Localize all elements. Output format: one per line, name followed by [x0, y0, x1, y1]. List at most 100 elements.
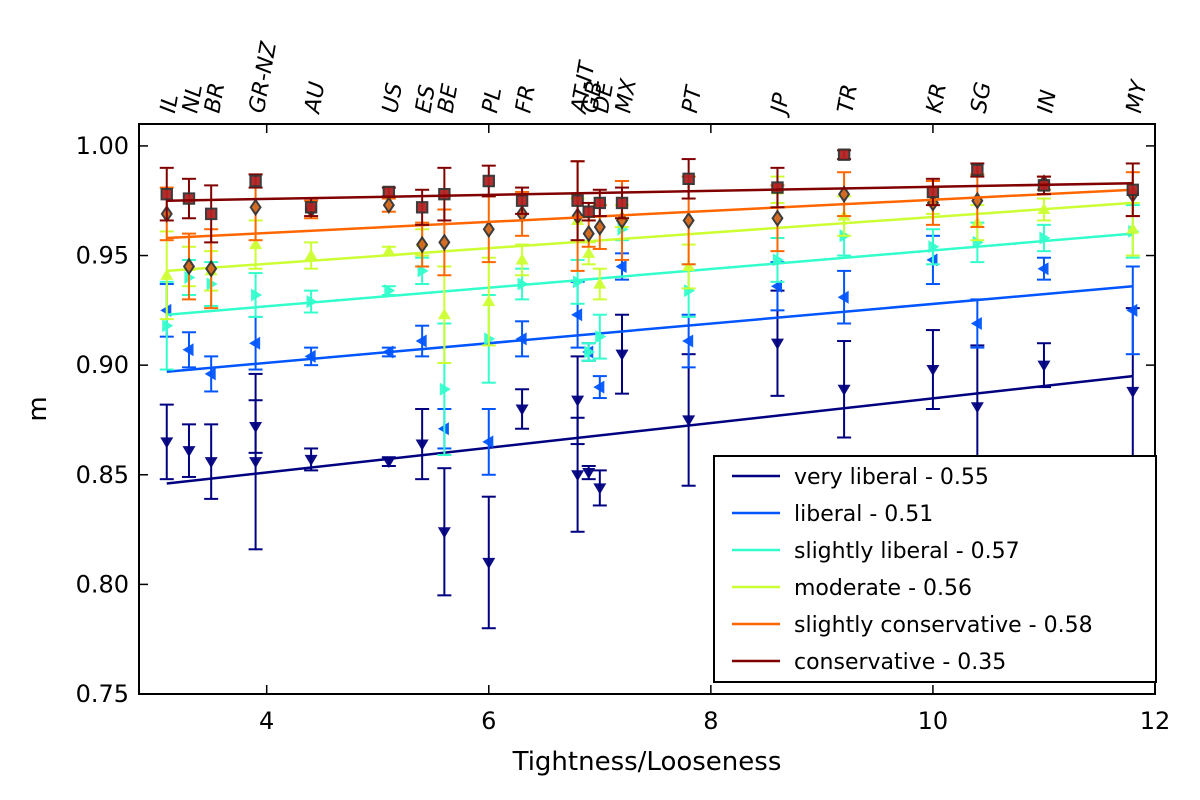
data-point [249, 336, 261, 350]
top-axis-label: NL [178, 82, 208, 115]
y-tick-label: 0.75 [76, 680, 129, 708]
fit-line [166, 201, 1133, 273]
data-point [249, 174, 262, 188]
data-point [682, 172, 695, 186]
data-point [438, 187, 451, 201]
legend-entry-label: moderate - 0.56 [794, 576, 972, 601]
data-point [437, 308, 451, 320]
top-axis-label: US [378, 81, 408, 115]
legend-entry-label: slightly liberal - 0.57 [794, 539, 1020, 564]
data-point [838, 185, 851, 204]
data-point [304, 201, 318, 214]
data-point [482, 174, 495, 188]
data-point [249, 457, 263, 469]
fit-line [166, 374, 1133, 485]
data-point [682, 334, 694, 348]
data-point [515, 332, 527, 346]
top-axis-label: BR [200, 81, 230, 115]
data-point [439, 382, 451, 396]
data-point [1126, 222, 1140, 234]
series-4 [159, 160, 1140, 310]
top-axis-label: GB [578, 79, 608, 115]
data-point [582, 246, 596, 258]
y-axis-label: m [23, 396, 53, 421]
data-point [1037, 262, 1049, 276]
data-point [515, 194, 529, 207]
x-tick-label: 10 [918, 707, 949, 735]
top-axis-label: BE [434, 82, 464, 115]
plot-frame [138, 123, 1156, 695]
data-point [384, 284, 396, 298]
data-point [595, 330, 607, 344]
data-point [204, 367, 216, 381]
top-axis-label: SG [967, 80, 997, 115]
data-point [160, 268, 174, 280]
data-point [1037, 360, 1051, 372]
data-point [837, 148, 851, 161]
top-axis-label: ES [411, 83, 440, 115]
data-point [582, 468, 596, 480]
data-point [926, 364, 940, 377]
fit-line [166, 232, 1133, 316]
data-point [304, 249, 318, 261]
data-point [438, 233, 451, 252]
x-tick-label: 12 [1140, 707, 1171, 735]
top-axis-label: KR [922, 81, 952, 115]
data-point [682, 211, 695, 230]
top-axis-label: PL [478, 86, 507, 115]
data-point [593, 218, 606, 236]
x-tick-label: 8 [703, 707, 718, 735]
data-point [415, 439, 429, 451]
data-point [482, 295, 496, 307]
fit-line [166, 188, 1133, 240]
top-axis-label: AU [300, 80, 330, 117]
legend: very liberal - 0.55 liberal - 0.51 slightl… [713, 455, 1157, 683]
data-point [593, 196, 607, 210]
data-point [182, 343, 194, 357]
y-tick-label: 0.95 [76, 242, 129, 270]
data-point [1126, 386, 1140, 398]
data-point [615, 196, 629, 210]
data-point [1126, 183, 1139, 196]
data-point [684, 284, 696, 298]
data-point [416, 235, 429, 254]
top-axis-label: IN [1033, 88, 1062, 115]
y-tick-label: 0.90 [76, 351, 129, 379]
data-point [160, 187, 173, 201]
data-point [837, 290, 849, 304]
top-axis-label: GR-NZ [245, 39, 282, 115]
legend-entry-label: liberal - 0.51 [794, 502, 933, 527]
top-axis-label: PT [678, 83, 708, 115]
y-tick-label: 0.80 [76, 570, 129, 598]
x-tick-label: 6 [481, 707, 496, 735]
data-point [771, 209, 784, 228]
data-point [837, 384, 851, 396]
data-point [615, 349, 629, 361]
data-point [417, 264, 429, 278]
y-tick-label: 1.00 [76, 132, 129, 160]
data-point [593, 277, 607, 289]
data-point [382, 196, 395, 215]
data-point [515, 253, 529, 265]
data-point [771, 181, 784, 194]
data-point [770, 279, 783, 293]
top-axis-label: DE [589, 80, 619, 115]
data-point [971, 163, 984, 177]
data-point [482, 435, 494, 449]
top-axis-label: MX [611, 76, 642, 115]
data-point [970, 402, 984, 414]
data-point [304, 454, 318, 466]
top-axis-label: IL [156, 92, 184, 115]
x-axis-label: Tightness/Looseness [512, 747, 782, 777]
data-point [182, 446, 196, 458]
data-point [682, 260, 696, 272]
data-point [682, 415, 696, 427]
data-point [515, 404, 529, 416]
data-point [1126, 303, 1138, 317]
data-point [437, 527, 451, 539]
data-point [482, 557, 496, 569]
data-point [571, 395, 585, 407]
data-point [770, 338, 784, 350]
